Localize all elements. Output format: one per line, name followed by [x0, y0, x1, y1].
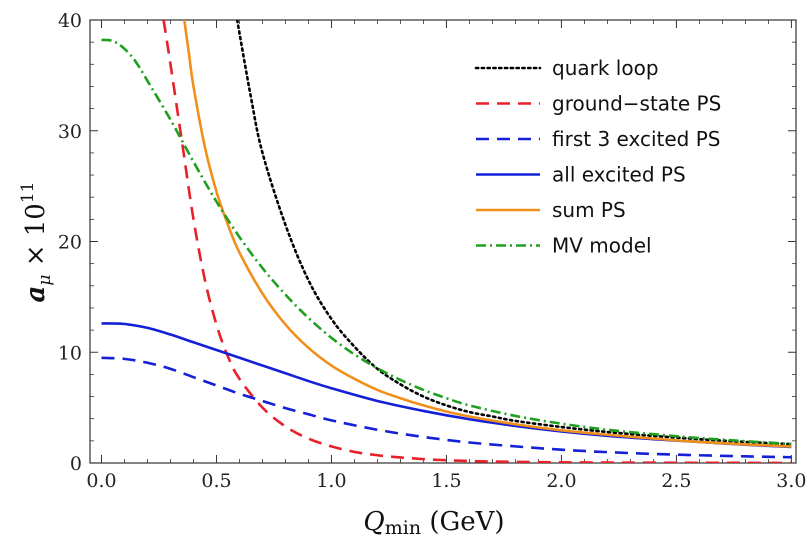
- y-tick-label: 40: [58, 10, 82, 32]
- x-tick-label: 0.5: [201, 470, 231, 492]
- x-axis-title: Qmin (GeV): [363, 507, 504, 539]
- series-line-mv-model: [101, 38, 792, 446]
- y-tick-label: 0: [70, 453, 82, 475]
- series-line-ground-state-ps: [162, 20, 792, 463]
- x-tick-label: 0.0: [86, 470, 116, 492]
- series-line-all-excited-ps: [101, 322, 792, 449]
- x-tick-label: 1.5: [431, 470, 461, 492]
- legend-label: sum PS: [552, 198, 626, 222]
- y-tick-label: 20: [58, 232, 82, 254]
- x-tick-label: 3.0: [776, 470, 806, 492]
- x-tick-label: 2.0: [546, 470, 576, 492]
- x-tick-label: 2.5: [661, 470, 691, 492]
- y-tick-label: 10: [58, 342, 82, 364]
- tick-labels: 0.0 0.5 1.0 1.5 2.0 2.5 3.0 0 10 20 30 40: [58, 10, 807, 492]
- series-line-first-3-excited-ps: [101, 356, 792, 459]
- series-line-sum-ps: [183, 20, 792, 448]
- y-axis-title: aμ × 1011: [18, 182, 55, 303]
- plot-frame: [89, 19, 797, 464]
- legend-label: quark loop: [552, 56, 659, 80]
- legend-label: first 3 excited PS: [552, 127, 720, 151]
- legend-label: all excited PS: [552, 163, 686, 187]
- legend-label: MV model: [552, 234, 652, 258]
- axis-ticks: [90, 19, 796, 464]
- series-line-quark-loop: [235, 20, 793, 446]
- legend: quark loop ground−state PS first 3 excited…: [474, 56, 721, 258]
- y-tick-label: 30: [58, 121, 82, 143]
- series-lines: [101, 20, 793, 463]
- legend-label: ground−state PS: [552, 92, 721, 116]
- x-tick-label: 1.0: [316, 470, 346, 492]
